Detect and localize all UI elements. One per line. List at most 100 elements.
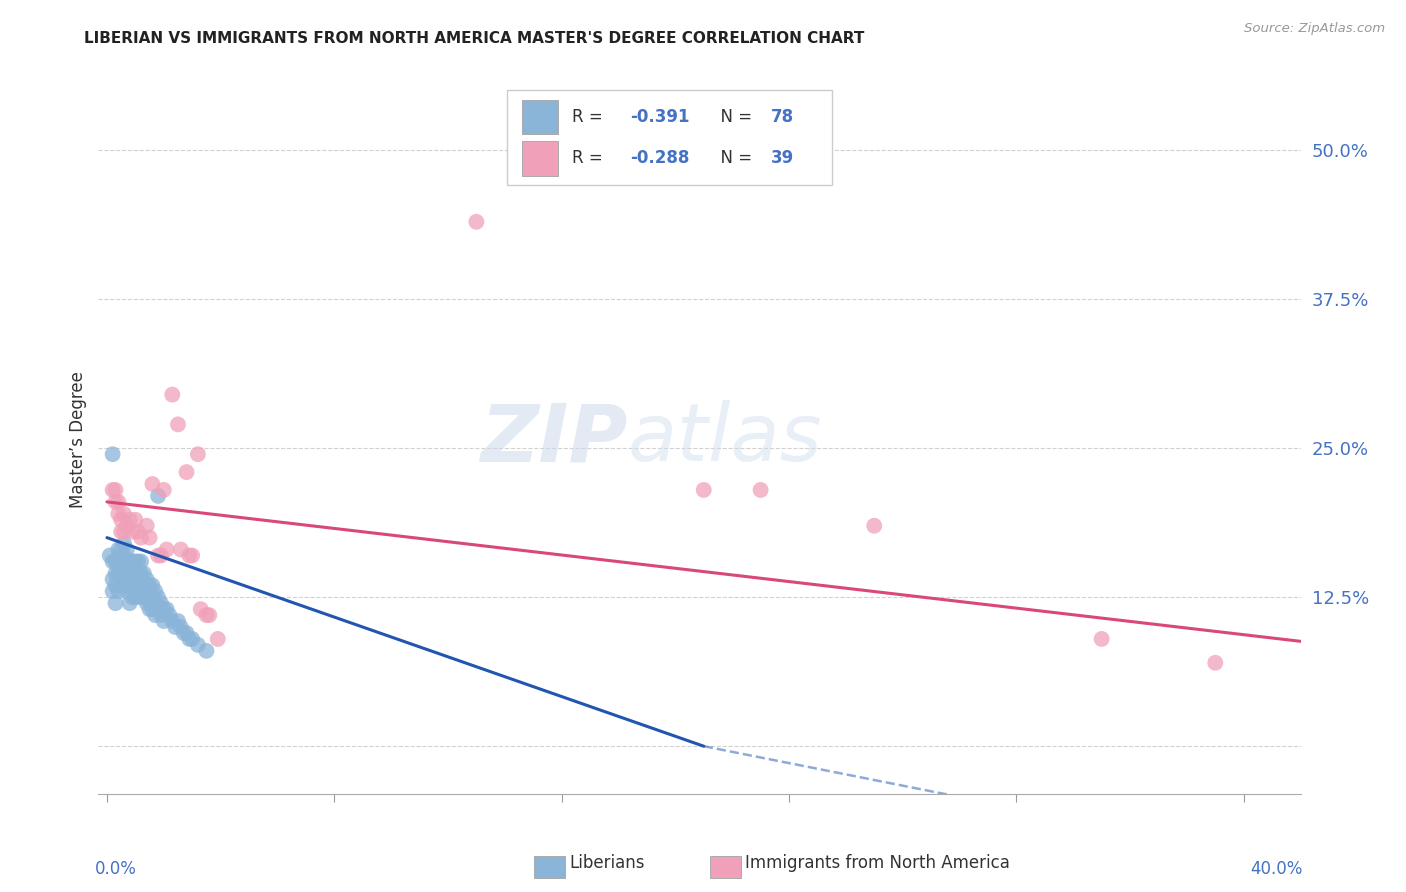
Point bbox=[118, 578, 141, 592]
Point bbox=[101, 584, 124, 599]
Point bbox=[176, 626, 198, 640]
Point bbox=[143, 596, 166, 610]
Point bbox=[159, 608, 181, 623]
Y-axis label: Master’s Degree: Master’s Degree bbox=[69, 371, 87, 508]
Point bbox=[138, 602, 160, 616]
Point bbox=[198, 608, 221, 623]
Point bbox=[129, 531, 152, 545]
Point bbox=[110, 566, 132, 581]
Point bbox=[156, 542, 179, 557]
Point bbox=[138, 531, 160, 545]
Point bbox=[141, 602, 163, 616]
Point bbox=[107, 507, 129, 521]
Text: Liberians: Liberians bbox=[569, 855, 645, 872]
Point bbox=[98, 549, 121, 563]
Text: 0.0%: 0.0% bbox=[94, 860, 136, 878]
Text: 78: 78 bbox=[770, 108, 793, 127]
Point bbox=[187, 447, 209, 461]
Point bbox=[101, 554, 124, 568]
Point bbox=[124, 578, 146, 592]
Point bbox=[167, 417, 190, 432]
Point bbox=[152, 614, 174, 628]
Point bbox=[112, 507, 135, 521]
Point bbox=[863, 518, 886, 533]
Point bbox=[121, 578, 143, 592]
Point bbox=[749, 483, 772, 497]
Point bbox=[143, 584, 166, 599]
Point bbox=[170, 542, 193, 557]
Point bbox=[115, 554, 138, 568]
Point bbox=[135, 596, 157, 610]
Point bbox=[141, 591, 163, 605]
Text: Immigrants from North America: Immigrants from North America bbox=[745, 855, 1010, 872]
Text: -0.288: -0.288 bbox=[630, 150, 689, 168]
Point bbox=[132, 591, 155, 605]
Point bbox=[104, 495, 127, 509]
Point bbox=[152, 483, 174, 497]
FancyBboxPatch shape bbox=[522, 100, 558, 135]
Point bbox=[129, 578, 152, 592]
Text: N =: N = bbox=[710, 108, 758, 127]
Point bbox=[207, 632, 229, 646]
Point bbox=[129, 566, 152, 581]
Point bbox=[115, 584, 138, 599]
Point bbox=[121, 554, 143, 568]
Point bbox=[146, 602, 169, 616]
Point bbox=[165, 620, 187, 634]
Point bbox=[170, 620, 193, 634]
Point bbox=[112, 536, 135, 550]
Point bbox=[104, 483, 127, 497]
Point bbox=[127, 524, 149, 539]
Point bbox=[146, 549, 169, 563]
Point bbox=[112, 578, 135, 592]
Point bbox=[135, 584, 157, 599]
Point bbox=[181, 549, 204, 563]
Point bbox=[138, 578, 160, 592]
Point bbox=[110, 554, 132, 568]
Point bbox=[104, 554, 127, 568]
Point bbox=[121, 566, 143, 581]
Point bbox=[121, 524, 143, 539]
Point bbox=[115, 572, 138, 586]
Text: 40.0%: 40.0% bbox=[1250, 860, 1303, 878]
Point bbox=[104, 578, 127, 592]
Point bbox=[179, 632, 201, 646]
Point bbox=[132, 578, 155, 592]
Point bbox=[156, 602, 179, 616]
Text: R =: R = bbox=[572, 108, 607, 127]
Point bbox=[107, 584, 129, 599]
Point bbox=[181, 632, 204, 646]
Point bbox=[112, 549, 135, 563]
Point bbox=[118, 566, 141, 581]
Text: LIBERIAN VS IMMIGRANTS FROM NORTH AMERICA MASTER'S DEGREE CORRELATION CHART: LIBERIAN VS IMMIGRANTS FROM NORTH AMERIC… bbox=[84, 31, 865, 46]
Point bbox=[107, 542, 129, 557]
Point bbox=[179, 549, 201, 563]
Point bbox=[132, 566, 155, 581]
Point bbox=[129, 591, 152, 605]
Point bbox=[1204, 656, 1226, 670]
Point bbox=[115, 542, 138, 557]
Point bbox=[101, 483, 124, 497]
Point bbox=[107, 566, 129, 581]
Point bbox=[190, 602, 212, 616]
FancyBboxPatch shape bbox=[508, 90, 832, 186]
Point bbox=[127, 554, 149, 568]
Point bbox=[118, 596, 141, 610]
Point bbox=[162, 387, 184, 401]
Point bbox=[124, 554, 146, 568]
Text: atlas: atlas bbox=[627, 401, 823, 478]
Point bbox=[110, 578, 132, 592]
Point bbox=[465, 215, 488, 229]
FancyBboxPatch shape bbox=[522, 142, 558, 176]
Point bbox=[107, 495, 129, 509]
Point bbox=[121, 591, 143, 605]
Point bbox=[135, 572, 157, 586]
Point bbox=[127, 578, 149, 592]
Point bbox=[143, 608, 166, 623]
Point bbox=[112, 524, 135, 539]
Point bbox=[195, 608, 218, 623]
Point bbox=[104, 566, 127, 581]
Point bbox=[124, 591, 146, 605]
Point bbox=[146, 489, 169, 503]
Point bbox=[152, 602, 174, 616]
